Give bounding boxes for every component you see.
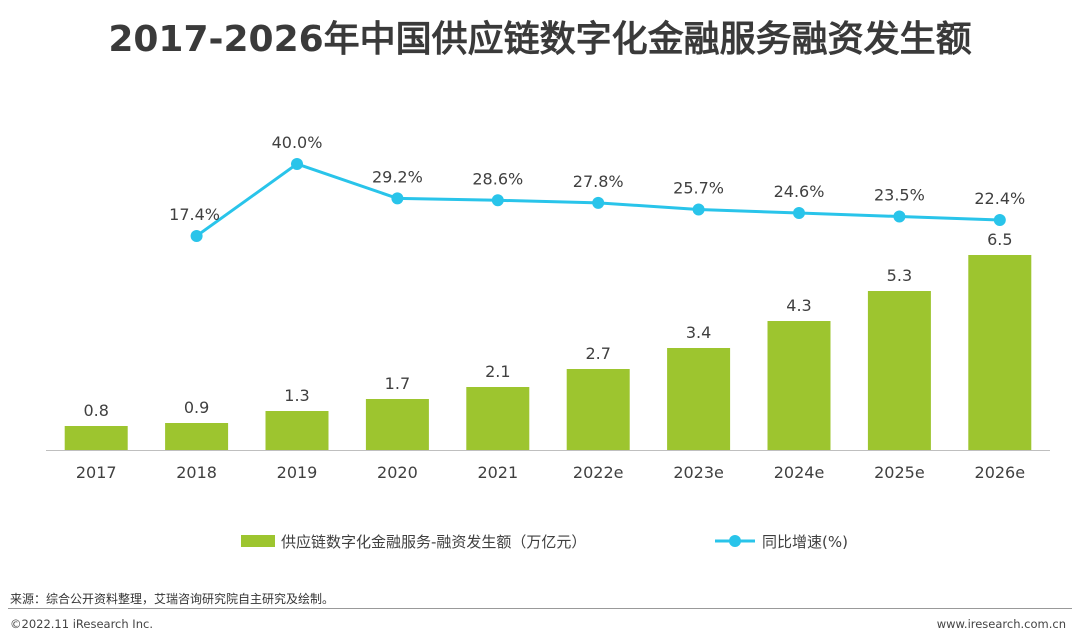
legend-line-label: 同比增速(%) <box>762 533 848 551</box>
copyright-text: ©2022.11 iResearch Inc. <box>10 617 153 631</box>
bar-2026e <box>968 255 1032 450</box>
growth-point-2025e <box>893 210 906 223</box>
bar-label-2022e: 2.7 <box>585 344 610 363</box>
bar-2025e <box>867 291 931 450</box>
growth-label-2026e: 22.4% <box>974 189 1025 208</box>
legend-line-marker <box>729 535 741 547</box>
bar-label-2023e: 3.4 <box>686 323 711 342</box>
bar-2019 <box>265 411 329 450</box>
chart-title: 2017-2026年中国供应链数字化金融服务融资发生额 <box>108 19 972 60</box>
bar-label-2017: 0.8 <box>83 401 108 420</box>
footer-divider <box>8 608 1072 609</box>
growth-point-2021 <box>491 194 504 207</box>
website-url: www.iresearch.com.cn <box>936 617 1066 631</box>
source-note: 来源：综合公开资料整理，艾瑞咨询研究院自主研究及绘制。 <box>10 592 335 606</box>
x-tick-label-2019: 2019 <box>277 463 318 482</box>
growth-point-2024e <box>793 207 805 220</box>
x-tick-label-2023e: 2023e <box>673 463 724 482</box>
bar-label-2018: 0.9 <box>184 398 209 417</box>
bar-2018 <box>165 423 229 450</box>
bar-label-2019: 1.3 <box>284 386 309 405</box>
bar-label-2026e: 6.5 <box>987 230 1012 249</box>
growth-point-2023e <box>692 203 705 216</box>
growth-label-2022e: 27.8% <box>573 172 624 191</box>
bar-2020 <box>365 399 429 450</box>
bar-2023e <box>667 348 731 450</box>
x-tick-label-2017: 2017 <box>76 463 117 482</box>
growth-point-2019 <box>291 157 303 170</box>
growth-label-2024e: 24.6% <box>774 182 825 201</box>
growth-label-2020: 29.2% <box>372 167 423 186</box>
bar-label-2024e: 4.3 <box>786 296 811 315</box>
x-tick-label-2021: 2021 <box>477 463 518 482</box>
x-tick-label-2022e: 2022e <box>573 463 624 482</box>
x-tick-label-2024e: 2024e <box>774 463 825 482</box>
growth-label-2018: 17.4% <box>169 205 220 224</box>
bar-label-2021: 2.1 <box>485 362 510 381</box>
growth-label-2019: 40.0% <box>272 133 323 152</box>
growth-point-2020 <box>391 192 404 205</box>
x-tick-label-2026e: 2026e <box>975 463 1026 482</box>
growth-point-2018 <box>190 229 203 242</box>
growth-label-2023e: 25.7% <box>673 179 724 198</box>
chart-area: 0.8 2017 0.9 2018 1.3 2019 1.7 2020 2.1 2021 2.7 20… <box>46 133 1050 551</box>
bar-label-2025e: 5.3 <box>887 266 912 285</box>
legend-bar-swatch <box>241 535 275 547</box>
bar-2022e <box>566 369 630 450</box>
bar-2017 <box>64 426 128 450</box>
bar-2024e <box>767 321 831 450</box>
x-tick-label-2025e: 2025e <box>874 463 925 482</box>
bar-label-2020: 1.7 <box>385 374 410 393</box>
bar-2021 <box>466 387 530 450</box>
growth-label-2021: 28.6% <box>472 169 523 188</box>
x-tick-label-2018: 2018 <box>176 463 217 482</box>
legend-bar-label: 供应链数字化金融服务-融资发生额（万亿元） <box>281 533 586 551</box>
growth-point-2026e <box>993 214 1006 227</box>
x-tick-label-2020: 2020 <box>377 463 418 482</box>
growth-label-2025e: 23.5% <box>874 186 925 205</box>
growth-point-2022e <box>592 196 605 209</box>
